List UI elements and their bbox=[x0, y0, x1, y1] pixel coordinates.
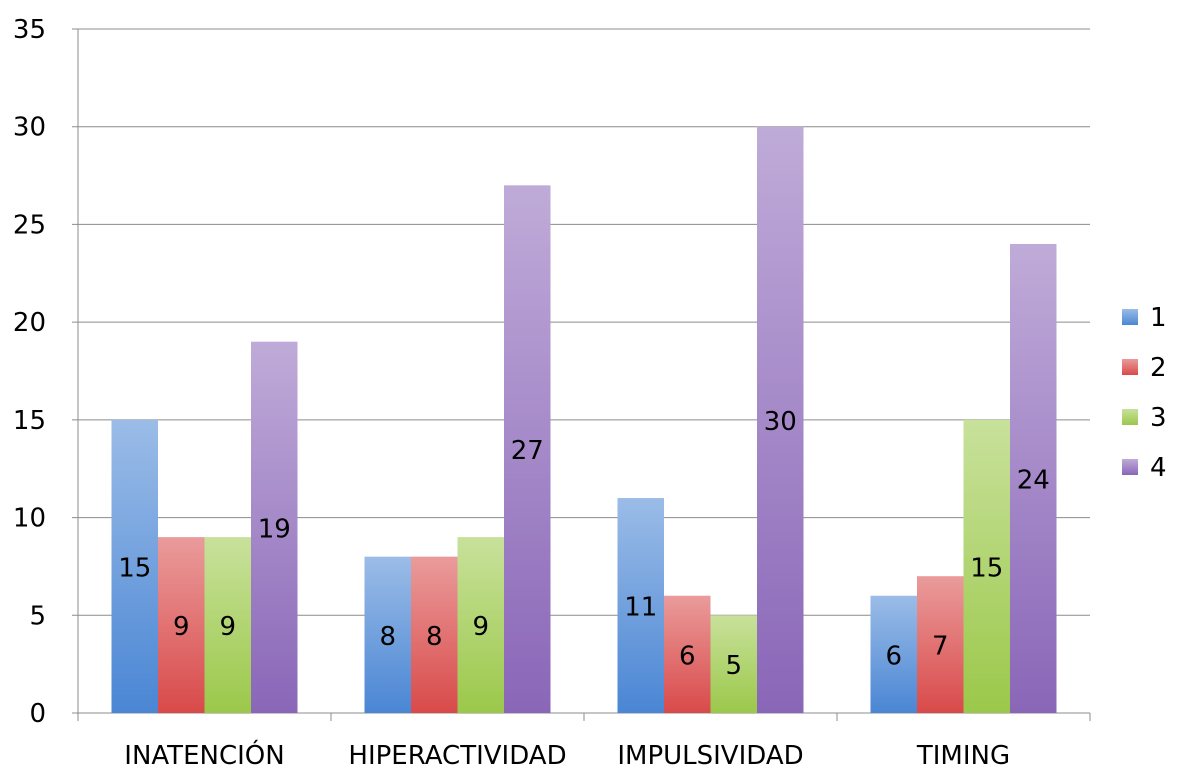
data-label: 7 bbox=[932, 632, 949, 662]
legend-swatch bbox=[1122, 309, 1138, 325]
data-label: 24 bbox=[1017, 465, 1050, 495]
bar-series-4-3 bbox=[1010, 243, 1057, 713]
y-tick-label: 25 bbox=[13, 210, 46, 240]
bar-series-1-0 bbox=[111, 419, 158, 713]
bars bbox=[111, 126, 1057, 714]
x-tick-label: TIMING bbox=[916, 741, 1010, 770]
bar-series-4-0 bbox=[251, 341, 298, 713]
bar-series-2-2 bbox=[664, 595, 711, 713]
x-axis: INATENCIÓN HIPERACTIVIDAD IMPULSIVIDAD TIMI… bbox=[77, 713, 1091, 770]
bar-series-3-1 bbox=[457, 537, 504, 713]
data-label: 9 bbox=[219, 612, 236, 642]
legend-label: 1 bbox=[1150, 303, 1167, 333]
legend-swatch bbox=[1122, 359, 1138, 375]
data-label: 5 bbox=[725, 651, 742, 681]
data-label: 8 bbox=[426, 622, 443, 652]
legend-swatch bbox=[1122, 409, 1138, 425]
data-label: 9 bbox=[472, 612, 489, 642]
bar-series-4-2 bbox=[757, 126, 804, 713]
bar-series-3-3 bbox=[963, 419, 1010, 713]
y-tick-label: 35 bbox=[13, 15, 46, 45]
data-label: 27 bbox=[511, 436, 544, 466]
data-label: 15 bbox=[118, 553, 151, 583]
data-label: 19 bbox=[258, 514, 291, 544]
bar-series-2-3 bbox=[917, 576, 964, 713]
y-tick-label: 20 bbox=[13, 308, 46, 338]
legend-label: 3 bbox=[1150, 403, 1167, 433]
bar-series-3-2 bbox=[710, 615, 757, 713]
data-label: 9 bbox=[173, 612, 190, 642]
data-label: 30 bbox=[764, 407, 797, 437]
bar-series-3-0 bbox=[204, 537, 251, 713]
y-tick-label: 15 bbox=[13, 406, 46, 436]
y-tick-label: 10 bbox=[13, 504, 46, 534]
bar-series-2-0 bbox=[158, 537, 205, 713]
bar-series-1-2 bbox=[617, 498, 664, 713]
y-tick-label: 30 bbox=[13, 113, 46, 143]
data-label: 6 bbox=[679, 641, 696, 671]
y-tick-label: 5 bbox=[29, 601, 46, 631]
data-label: 15 bbox=[970, 553, 1003, 583]
x-tick-label: HIPERACTIVIDAD bbox=[348, 741, 566, 770]
y-axis: 0 5 10 15 20 25 30 35 bbox=[13, 15, 79, 729]
legend: 1 2 3 4 bbox=[1122, 303, 1167, 483]
bar-series-1-3 bbox=[870, 595, 917, 713]
bar-series-1-1 bbox=[364, 556, 411, 713]
bar-series-4-1 bbox=[504, 185, 551, 714]
data-label: 8 bbox=[379, 622, 396, 652]
data-label: 6 bbox=[885, 641, 902, 671]
data-label: 11 bbox=[624, 593, 657, 623]
x-tick-label: IMPULSIVIDAD bbox=[617, 741, 803, 770]
x-tick-label: INATENCIÓN bbox=[124, 739, 284, 770]
legend-label: 2 bbox=[1150, 353, 1167, 383]
legend-label: 4 bbox=[1150, 453, 1167, 483]
bar-series-2-1 bbox=[411, 556, 458, 713]
y-tick-label: 0 bbox=[29, 699, 46, 729]
legend-swatch bbox=[1122, 459, 1138, 475]
